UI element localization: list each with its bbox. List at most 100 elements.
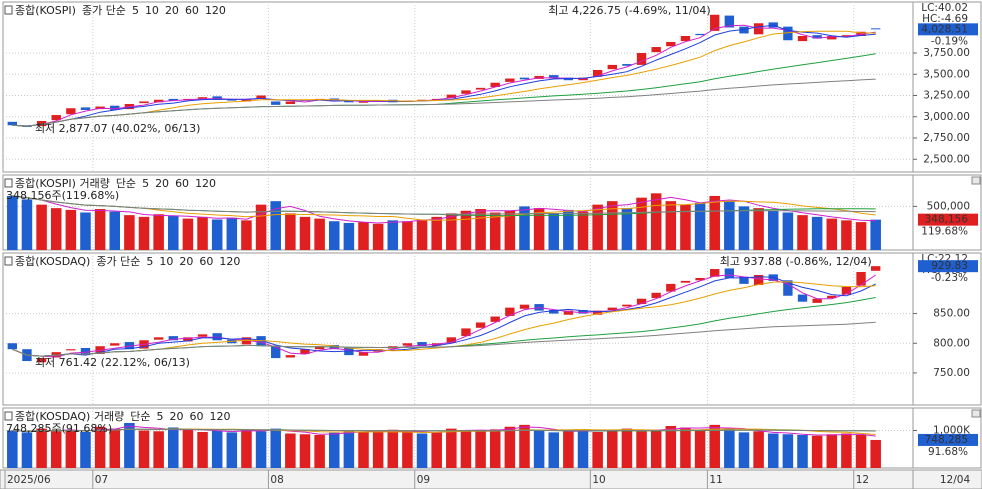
- last-value: 929.83: [931, 260, 968, 272]
- candle: [475, 322, 486, 328]
- candle: [80, 348, 91, 356]
- volume-bar: [328, 432, 340, 468]
- x-tick-label: 2025/06: [7, 474, 51, 486]
- candle: [622, 304, 632, 307]
- volume-bar: [226, 432, 238, 468]
- volume-bar: [753, 208, 764, 250]
- volume-bar: [80, 432, 91, 468]
- candle: [607, 64, 617, 70]
- x-end-label: 12/04: [940, 474, 971, 486]
- axis-frame: [912, 407, 982, 469]
- volume-bar: [475, 431, 486, 468]
- indicator-label: 단순: [116, 177, 136, 190]
- volume-bar: [694, 430, 706, 468]
- volume-bar: [197, 432, 208, 468]
- candle: [710, 269, 720, 277]
- volume-bar: [636, 431, 647, 468]
- ma-period: 60: [185, 4, 199, 17]
- volume-bar: [211, 219, 223, 250]
- ma-period: 10: [145, 4, 159, 17]
- volume-bar: [109, 428, 121, 468]
- candle: [695, 33, 705, 36]
- panel-title: 종합(KOSDAQ) 거래량: [15, 410, 124, 423]
- volume-bar: [680, 427, 691, 468]
- volume-bar: [255, 431, 267, 468]
- candle: [680, 280, 691, 283]
- candle: [578, 310, 588, 314]
- volume-bar: [694, 202, 706, 250]
- volume-bar: [650, 430, 662, 468]
- lc-label: LC:40.02: [921, 2, 968, 14]
- volume-bar: [168, 427, 179, 468]
- low-annotation: 최저 2,877.07 (40.02%, 06/13): [35, 122, 200, 135]
- candle: [461, 328, 471, 337]
- candle: [183, 337, 193, 342]
- candle: [841, 35, 852, 37]
- volume-bar: [782, 434, 794, 468]
- volume-bar: [168, 215, 179, 250]
- ma-period: 120: [205, 4, 226, 17]
- panel-title: 종합(KOSPI): [15, 4, 76, 17]
- volume-bar: [270, 428, 281, 468]
- volume-bar: [50, 208, 62, 250]
- volume-bar: [241, 220, 252, 250]
- indicator-label: 종가 단순: [96, 255, 140, 268]
- volume-bar: [738, 432, 750, 468]
- candle: [505, 307, 515, 316]
- candle: [636, 53, 647, 65]
- y-tick-label: 3,750.00: [923, 47, 970, 59]
- candle: [51, 115, 61, 121]
- candle: [651, 292, 661, 299]
- volume-bar: [519, 424, 530, 468]
- y-tick-label: 2,500.00: [923, 153, 970, 165]
- candle: [592, 70, 603, 77]
- axis-frame: [912, 252, 982, 406]
- volume-bar: [153, 214, 164, 250]
- volume-bar: [182, 429, 194, 468]
- moving-average: [12, 321, 876, 357]
- volume-bar: [811, 216, 823, 250]
- candle: [139, 101, 149, 104]
- volume-bar: [138, 216, 150, 250]
- change-label: 91.68%: [928, 446, 968, 458]
- candle: [724, 268, 735, 278]
- low-annotation: 최저 761.42 (22.12%, 06/13): [35, 356, 190, 369]
- volume-bar: [841, 433, 852, 468]
- candle: [461, 90, 471, 94]
- volume-bar: [607, 430, 618, 468]
- moving-average: [12, 30, 876, 127]
- volume-bar: [577, 429, 589, 468]
- moving-average: [12, 195, 876, 215]
- volume-bar: [343, 222, 355, 250]
- indicator-label: 단순: [130, 410, 150, 423]
- high-annotation: 최고 937.88 (-0.86%, 12/04): [720, 255, 872, 268]
- panel-title: 종합(KOSDAQ): [15, 255, 90, 268]
- volume-bar: [592, 204, 603, 250]
- candle: [36, 121, 47, 127]
- volume-bar: [504, 426, 516, 468]
- ma-period: 5: [132, 4, 139, 17]
- candle: [153, 337, 164, 340]
- close-icon: [971, 176, 981, 185]
- volume-bar: [387, 220, 399, 250]
- candle: [505, 78, 515, 82]
- volume-bar: [387, 429, 399, 468]
- volume-bar: [475, 209, 486, 250]
- candle: [666, 41, 676, 47]
- candle: [783, 280, 793, 296]
- panel-icon: [4, 178, 13, 188]
- candle: [256, 336, 266, 347]
- candle: [358, 352, 369, 356]
- candle: [607, 307, 617, 310]
- candle: [358, 101, 369, 103]
- ma-period: 5: [142, 177, 149, 190]
- volume-bar: [489, 212, 501, 250]
- candle: [124, 342, 135, 350]
- volume-bar: [431, 216, 442, 250]
- candle: [285, 355, 296, 358]
- candle: [168, 98, 178, 101]
- candle: [80, 107, 91, 110]
- volume-bar: [782, 212, 794, 250]
- volume-bar: [519, 206, 530, 250]
- volume-bar: [21, 199, 33, 250]
